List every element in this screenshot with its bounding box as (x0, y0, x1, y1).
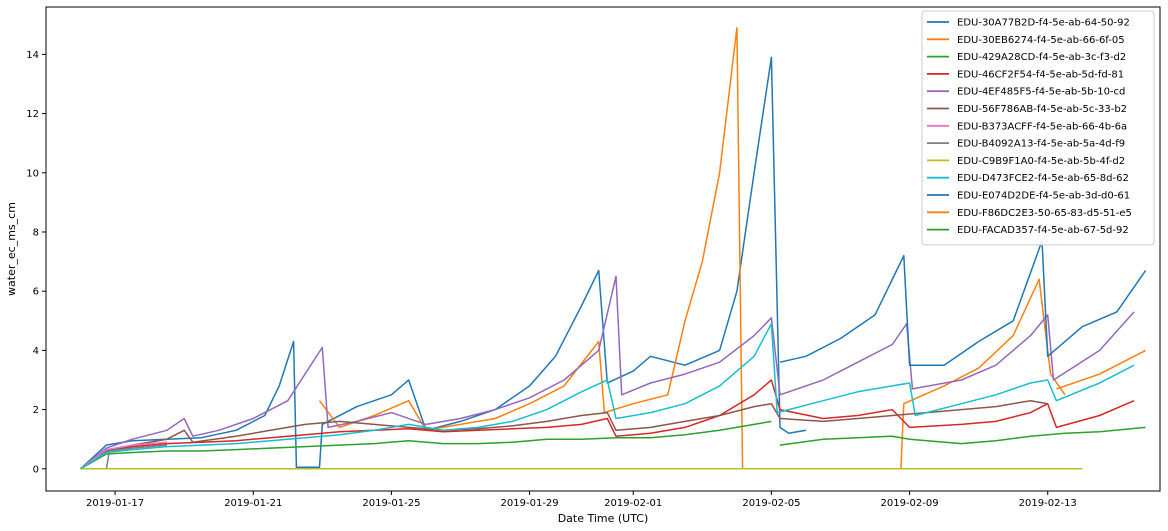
series-layer (79, 26, 1147, 470)
y-tick-label: 6 (33, 287, 39, 298)
series-line-1 (79, 56, 807, 470)
legend-label: EDU-B4092A13-f4-5e-ab-5a-4d-f9 (957, 139, 1125, 150)
legend-label: EDU-C9B9F1A0-f4-5e-ab-5b-4f-d2 (957, 156, 1125, 167)
series-line-5 (80, 275, 1135, 470)
x-axis: 2019-01-17 2019-01-21 2019-01-25 2019-01-29… (86, 491, 1077, 509)
x-tick-label: 2019-01-29 (501, 498, 559, 509)
series-line-10 (80, 322, 1135, 470)
series-line-11 (779, 240, 1147, 366)
series-line-3 (80, 420, 772, 470)
x-tick-label: 2019-01-25 (362, 498, 420, 509)
series-line-13 (779, 426, 1146, 446)
legend-label: EDU-4EF485F5-f4-5e-ab-5b-10-cd (957, 87, 1125, 98)
y-axis-label: water_ec_ms_cm (5, 202, 18, 296)
legend-label: EDU-D473FCE2-f4-5e-ab-65-8d-62 (957, 173, 1129, 184)
legend-label: EDU-429A28CD-f4-5e-ab-3c-f3-d2 (957, 52, 1126, 63)
legend-label: EDU-FACAD357-f4-5e-ab-67-5d-92 (957, 225, 1129, 236)
x-tick-label: 2019-02-13 (1019, 498, 1077, 509)
legend-box (921, 10, 1155, 246)
legend-label: EDU-F86DC2E3-50-65-83-d5-51-e5 (957, 208, 1132, 219)
series-line-7 (80, 441, 167, 470)
x-tick-label: 2019-01-17 (86, 498, 144, 509)
plot-frame (45, 6, 1161, 492)
x-tick-label: 2019-02-05 (742, 498, 800, 509)
series-line-12 (1056, 349, 1146, 390)
series-line-4 (80, 379, 1135, 470)
y-tick-label: 12 (26, 109, 39, 120)
legend-label: EDU-B373ACFF-f4-5e-ab-66-4b-6a (957, 121, 1127, 132)
y-axis: 0 2 4 6 8 10 12 14 (26, 50, 46, 475)
legend-label: EDU-56F786AB-f4-5e-ab-5c-33-b2 (957, 104, 1127, 115)
y-tick-label: 4 (33, 346, 39, 357)
x-tick-label: 2019-01-21 (224, 498, 282, 509)
x-tick-label: 2019-02-01 (604, 498, 662, 509)
y-tick-label: 8 (33, 227, 39, 238)
y-tick-label: 0 (33, 464, 39, 475)
y-tick-label: 10 (26, 168, 39, 179)
legend: EDU-30A77B2D-f4-5e-ab-64-50-92 EDU-30EB62… (921, 10, 1155, 246)
legend-label: EDU-30A77B2D-f4-5e-ab-64-50-92 (957, 18, 1130, 29)
legend-label: EDU-30EB6274-f4-5e-ab-66-6f-05 (957, 35, 1125, 46)
x-axis-label: Date Time (UTC) (558, 512, 649, 525)
series-line-8 (105, 444, 167, 469)
y-tick-label: 14 (26, 50, 39, 61)
y-tick-label: 2 (33, 405, 39, 416)
legend-label: EDU-E074D2DE-f4-5e-ab-3d-d0-61 (957, 191, 1130, 202)
series-line-6 (80, 399, 1048, 470)
legend-label: EDU-46CF2F54-f4-5e-ab-5d-fd-81 (957, 69, 1124, 80)
x-tick-label: 2019-02-09 (881, 498, 939, 509)
